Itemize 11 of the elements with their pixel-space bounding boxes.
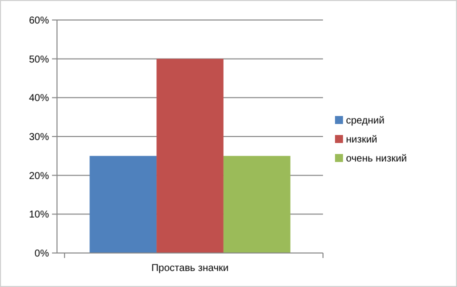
y-tick-label: 10% <box>28 210 50 221</box>
y-tick-label: 50% <box>28 54 50 66</box>
x-tick-label: Проставь значки <box>151 263 229 274</box>
y-tick-label: 0% <box>34 248 50 260</box>
y-tick-label: 20% <box>28 170 50 182</box>
y-tick-label: 60% <box>28 16 50 26</box>
legend-label: низкий <box>346 134 378 146</box>
legend-label: очень низкий <box>346 154 407 164</box>
y-tick-label: 40% <box>28 93 50 104</box>
legend-label: средний <box>346 116 384 126</box>
y-tick-label: 30% <box>28 132 50 143</box>
